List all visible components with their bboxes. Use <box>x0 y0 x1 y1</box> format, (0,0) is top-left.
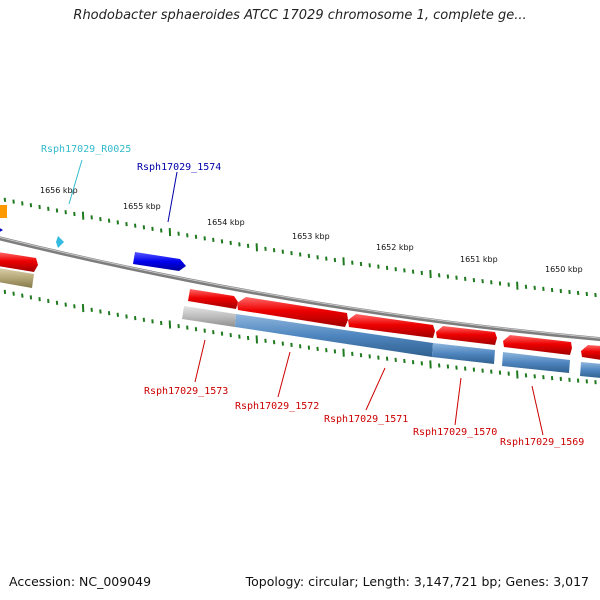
gene-rsph17029-1570[interactable] <box>436 326 497 345</box>
gene-red-right[interactable] <box>581 345 600 360</box>
gene-orange[interactable] <box>0 205 7 218</box>
gene-rsph17029-1569[interactable] <box>503 335 572 355</box>
gene-rsph17029-1574[interactable] <box>133 252 186 271</box>
gene-grey-pseudo[interactable] <box>182 306 236 327</box>
callout-line <box>68 159 83 205</box>
callout-line <box>194 339 206 383</box>
callout-lines <box>68 159 544 436</box>
scale-labels: 1656 kbp 1655 kbp 1654 kbp 1653 kbp 1652… <box>40 186 583 274</box>
gene-blue-4[interactable] <box>580 362 600 378</box>
scale-label: 1651 kbp <box>460 255 498 264</box>
blue-gene-track <box>0 268 600 378</box>
gene-rsph17029-1571[interactable] <box>348 314 435 338</box>
callout-line <box>531 385 544 436</box>
gene-rsph17029-r0025[interactable] <box>56 236 64 248</box>
gene-label[interactable]: Rsph17029_R0025 <box>41 144 131 155</box>
chromosome-backbone-highlight <box>0 236 600 339</box>
callout-line <box>454 377 462 426</box>
gene-olive[interactable] <box>0 268 34 288</box>
gene-blue-1[interactable] <box>235 314 433 357</box>
scale-label: 1653 kbp <box>292 232 330 241</box>
gene-label[interactable]: Rsph17029_1572 <box>235 401 319 412</box>
gene-label[interactable]: Rsph17029_1574 <box>137 162 221 173</box>
scale-label: 1656 kbp <box>40 186 78 195</box>
callout-line <box>277 351 291 398</box>
gene-navy-small[interactable] <box>0 227 3 233</box>
map-title: Rhodobacter sphaeroides ATCC 17029 chrom… <box>73 8 527 23</box>
callout-line <box>167 171 178 223</box>
gene-blue-2[interactable] <box>432 343 495 364</box>
gene-label[interactable]: Rsph17029_1570 <box>413 427 497 438</box>
outer-tick-row <box>3 197 597 298</box>
scale-label: 1655 kbp <box>123 202 161 211</box>
upper-feature-track <box>0 205 186 272</box>
gene-red-left[interactable] <box>0 252 38 272</box>
scale-label: 1652 kbp <box>376 243 414 252</box>
gene-blue-3[interactable] <box>502 352 570 373</box>
chromosome-backbone <box>0 236 600 342</box>
gene-rsph17029-1572[interactable] <box>237 297 348 327</box>
inner-tick-row <box>3 289 597 385</box>
red-gene-track <box>188 289 600 360</box>
accession-text: Accession: NC_009049 <box>9 574 152 589</box>
gene-label[interactable]: Rsph17029_1571 <box>324 414 408 425</box>
gene-label[interactable]: Rsph17029_1573 <box>144 386 228 397</box>
topology-summary: Topology: circular; Length: 3,147,721 bp… <box>245 574 589 589</box>
scale-label: 1654 kbp <box>207 218 245 227</box>
gene-labels: Rsph17029_R0025 Rsph17029_1574 Rsph17029… <box>41 144 584 448</box>
gene-label[interactable]: Rsph17029_1569 <box>500 437 584 448</box>
scale-label: 1650 kbp <box>545 265 583 274</box>
gene-rsph17029-1573[interactable] <box>188 289 238 309</box>
callout-line <box>365 367 386 411</box>
